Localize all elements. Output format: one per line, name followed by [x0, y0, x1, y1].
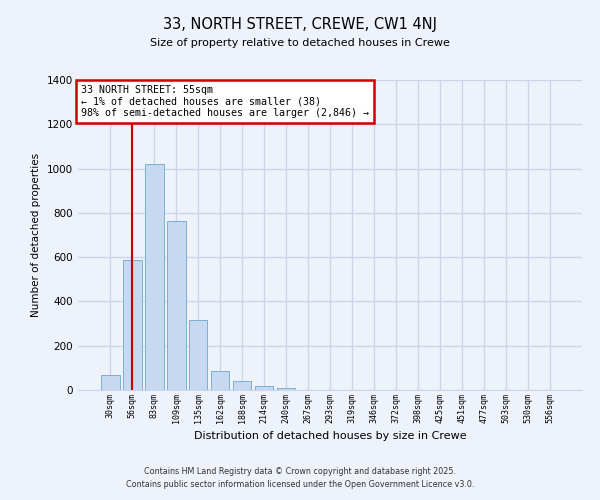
Bar: [189, 320, 208, 390]
Text: 33, NORTH STREET, CREWE, CW1 4NJ: 33, NORTH STREET, CREWE, CW1 4NJ: [163, 18, 437, 32]
Bar: [255, 386, 274, 390]
Bar: [145, 164, 164, 390]
Text: Size of property relative to detached houses in Crewe: Size of property relative to detached ho…: [150, 38, 450, 48]
Y-axis label: Number of detached properties: Number of detached properties: [31, 153, 41, 317]
X-axis label: Distribution of detached houses by size in Crewe: Distribution of detached houses by size …: [194, 431, 466, 441]
Bar: [167, 222, 185, 390]
Text: Contains HM Land Registry data © Crown copyright and database right 2025.: Contains HM Land Registry data © Crown c…: [144, 467, 456, 476]
Text: Contains public sector information licensed under the Open Government Licence v3: Contains public sector information licen…: [126, 480, 474, 489]
Bar: [123, 260, 142, 390]
Bar: [233, 380, 251, 390]
Bar: [101, 375, 119, 390]
Bar: [277, 388, 295, 390]
Text: 33 NORTH STREET: 55sqm
← 1% of detached houses are smaller (38)
98% of semi-deta: 33 NORTH STREET: 55sqm ← 1% of detached …: [80, 84, 368, 118]
Bar: [211, 370, 229, 390]
